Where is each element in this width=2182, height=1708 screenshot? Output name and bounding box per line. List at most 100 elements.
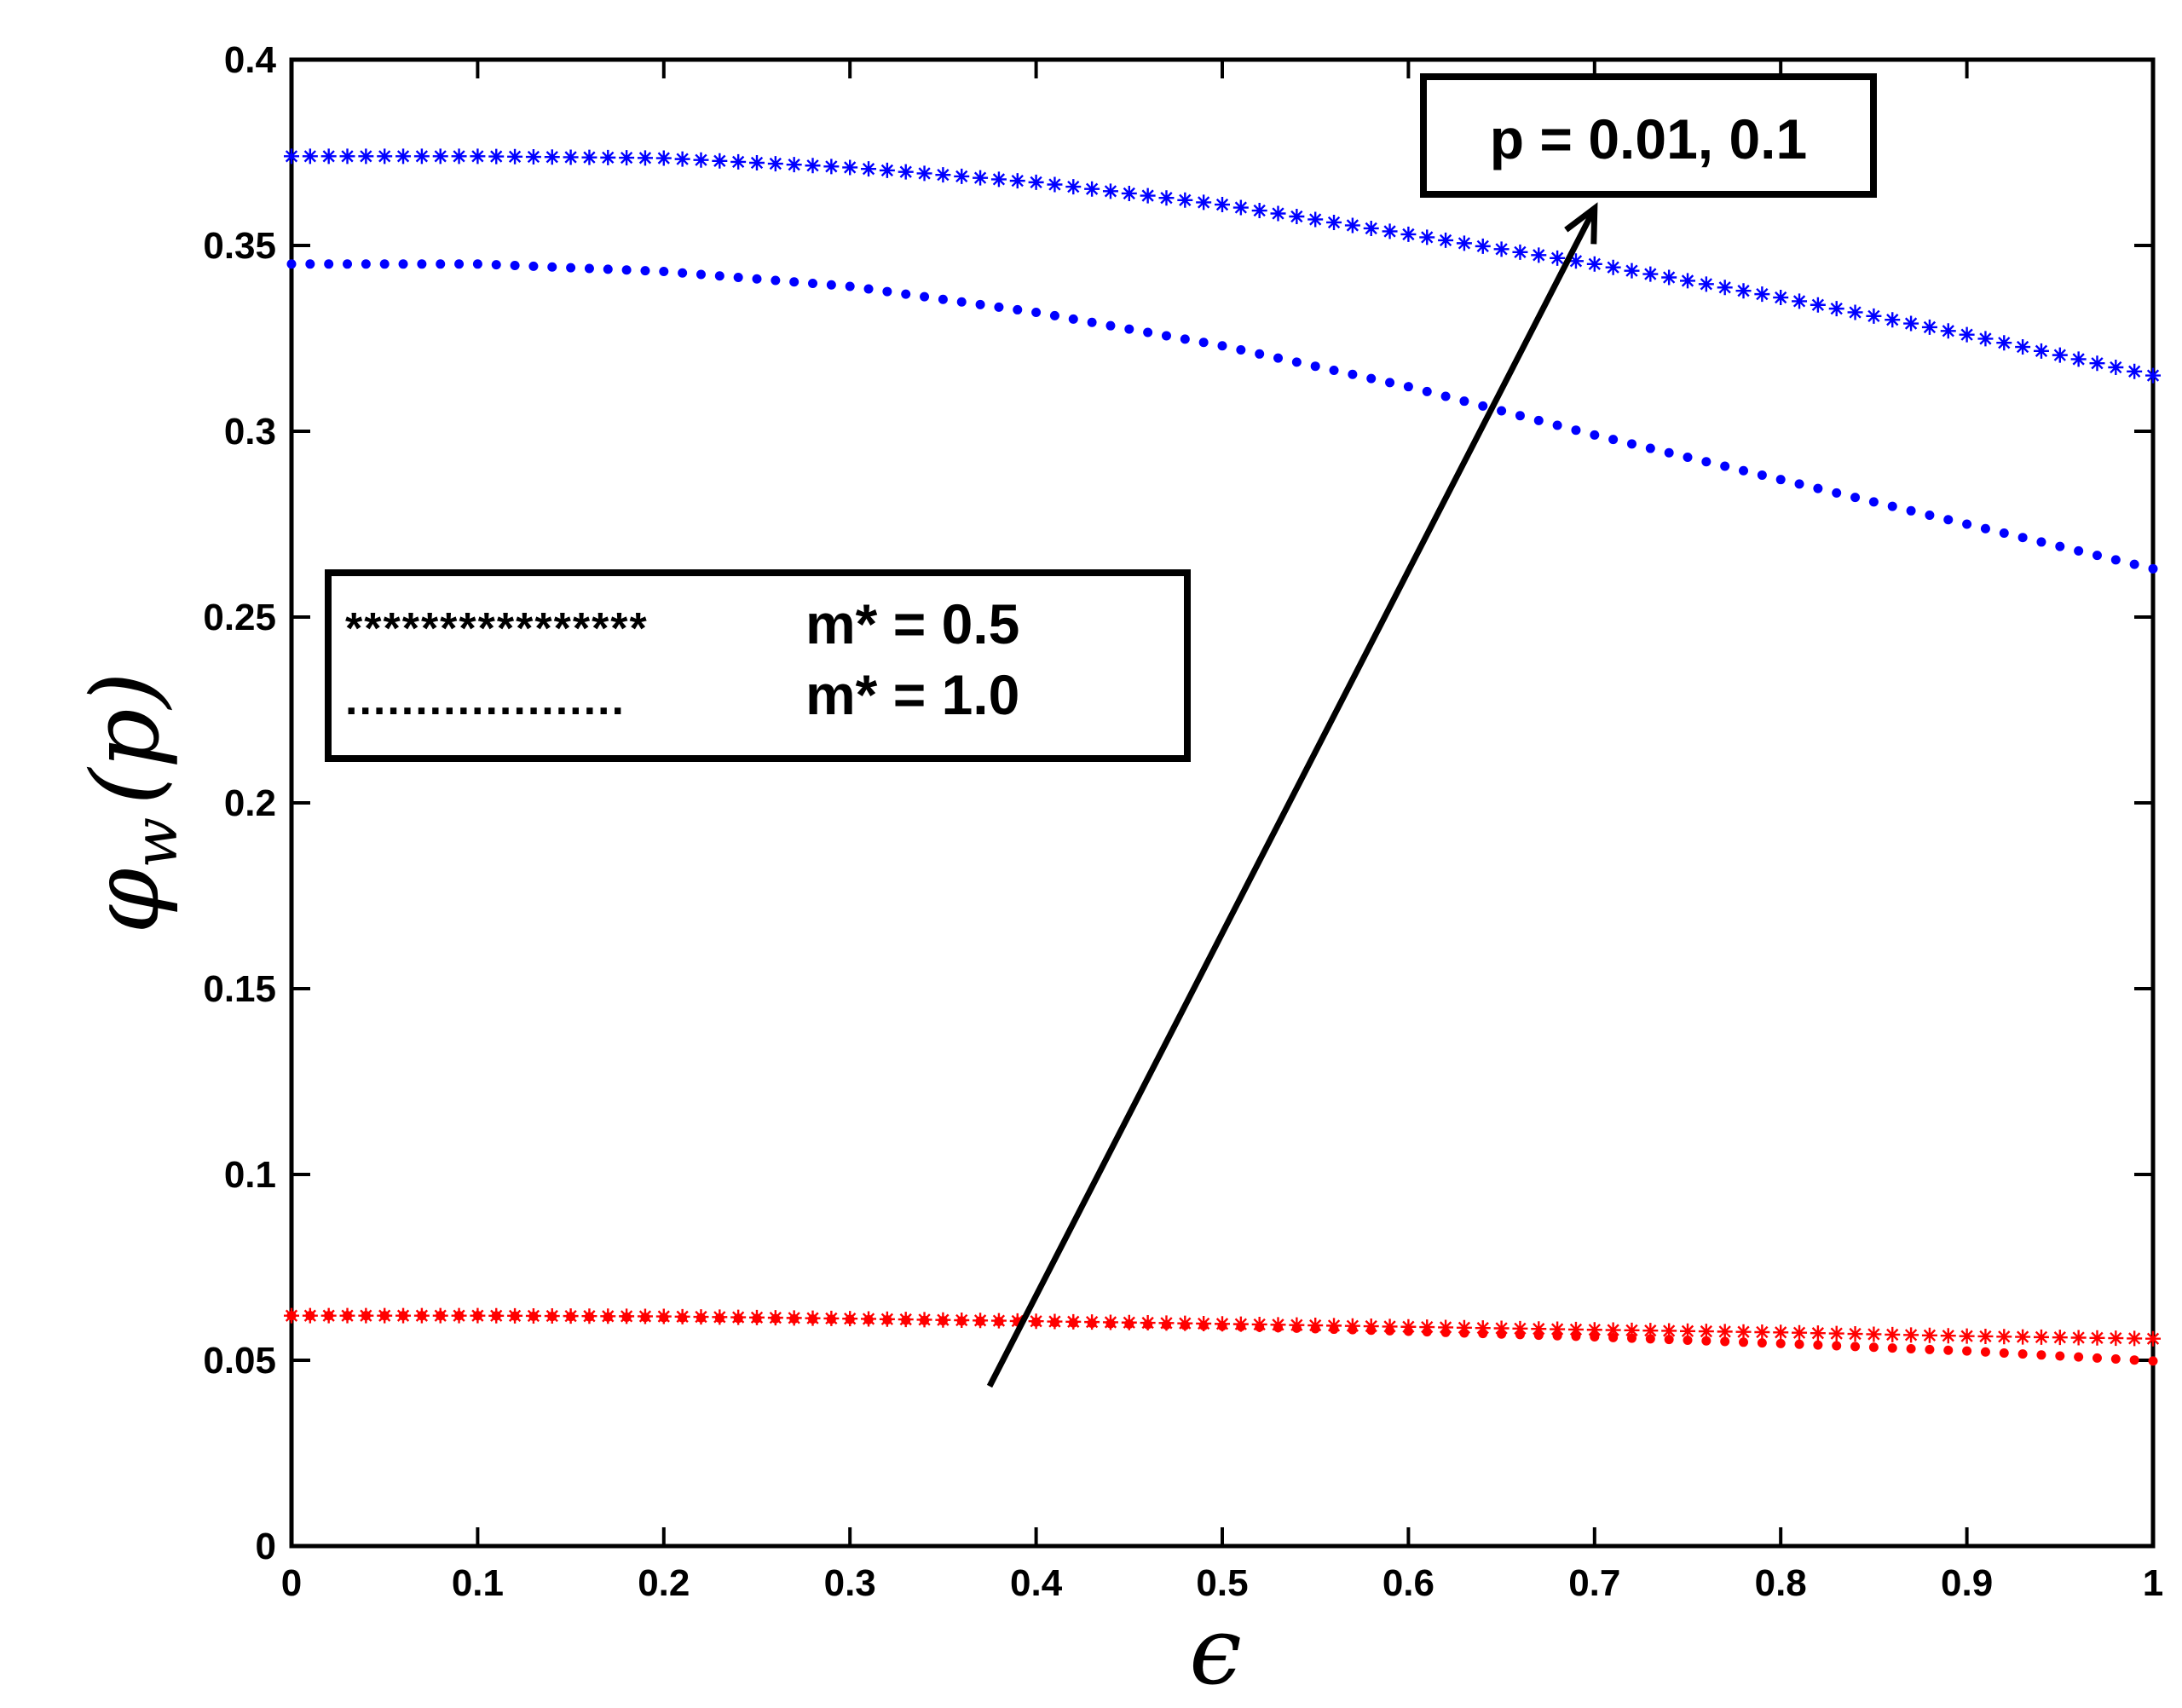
data-point bbox=[1217, 1321, 1227, 1331]
data-point bbox=[1754, 286, 1770, 303]
y-tick-label: 0.05 bbox=[203, 1340, 276, 1382]
data-point bbox=[1605, 259, 1621, 275]
data-point bbox=[1626, 439, 1636, 449]
data-point bbox=[286, 1311, 297, 1321]
data-point bbox=[659, 1313, 669, 1323]
data-point bbox=[752, 1313, 762, 1324]
data-point bbox=[379, 259, 390, 269]
data-point bbox=[1943, 515, 1954, 525]
data-point bbox=[603, 1312, 613, 1322]
data-point bbox=[1850, 493, 1861, 503]
data-point bbox=[1794, 1339, 1804, 1349]
data-point bbox=[1180, 334, 1190, 344]
data-point bbox=[1959, 326, 1975, 343]
data-point bbox=[2052, 347, 2068, 363]
data-point bbox=[2033, 1329, 2049, 1345]
data-point bbox=[1102, 183, 1118, 199]
y-axis-label-arg: (p) bbox=[71, 672, 180, 805]
data-point bbox=[1757, 470, 1767, 480]
data-point bbox=[1478, 1329, 1488, 1339]
data-point bbox=[2055, 541, 2065, 551]
data-point bbox=[1512, 244, 1528, 260]
y-axis-label: φw (p) bbox=[71, 672, 191, 933]
data-point bbox=[1977, 1328, 1994, 1344]
data-point bbox=[1571, 425, 1581, 436]
data-point bbox=[1422, 386, 1432, 396]
series-0 bbox=[284, 148, 2161, 384]
data-point bbox=[1068, 314, 1078, 324]
data-point bbox=[1921, 1327, 1937, 1343]
data-point bbox=[584, 263, 594, 274]
data-point bbox=[1720, 461, 1730, 471]
data-point bbox=[994, 1316, 1004, 1326]
data-point bbox=[1680, 1323, 1695, 1339]
data-point bbox=[525, 149, 541, 165]
data-point bbox=[1065, 179, 1082, 195]
x-tick-label: 0.9 bbox=[1941, 1562, 1993, 1604]
data-point bbox=[2033, 343, 2049, 359]
data-point bbox=[1531, 247, 1547, 263]
data-point bbox=[956, 297, 967, 307]
data-point bbox=[1624, 263, 1640, 279]
data-point bbox=[1232, 199, 1249, 216]
data-point bbox=[1906, 1343, 1916, 1353]
data-point bbox=[1143, 327, 1153, 338]
data-point bbox=[2145, 367, 2161, 384]
data-point bbox=[1255, 1322, 1265, 1332]
data-point bbox=[1403, 1326, 1413, 1336]
legend: **************** m* = 0.5 ..............… bbox=[325, 569, 1191, 762]
x-axis-label: ϵ bbox=[1189, 1596, 1242, 1705]
svg-text:φw(p): φw (p) bbox=[71, 672, 191, 933]
data-point bbox=[1533, 1330, 1544, 1341]
data-point bbox=[1531, 1321, 1547, 1337]
data-point bbox=[305, 259, 315, 269]
data-point bbox=[1828, 301, 1844, 317]
data-point bbox=[1497, 406, 1507, 416]
data-point bbox=[1310, 1324, 1320, 1334]
data-point bbox=[2129, 559, 2139, 569]
data-point bbox=[1456, 1319, 1472, 1336]
data-point bbox=[2055, 1351, 2065, 1361]
data-point bbox=[324, 1311, 334, 1321]
data-point bbox=[2127, 1330, 2143, 1347]
y-tick-label: 0.2 bbox=[224, 782, 276, 824]
data-point bbox=[528, 261, 539, 271]
axis-ticks bbox=[290, 58, 2155, 1548]
data-point bbox=[2017, 1349, 2028, 1359]
data-point bbox=[1661, 1323, 1677, 1339]
data-point bbox=[752, 274, 762, 284]
data-point bbox=[1866, 308, 1882, 324]
data-point bbox=[1832, 488, 1842, 498]
data-point bbox=[879, 162, 895, 178]
x-tick-label: 0.5 bbox=[1196, 1562, 1248, 1604]
data-point bbox=[1456, 235, 1472, 251]
data-point bbox=[1739, 465, 1749, 476]
data-point bbox=[863, 1314, 874, 1324]
data-point bbox=[1124, 1319, 1134, 1329]
data-point bbox=[507, 148, 523, 164]
data-point bbox=[305, 1311, 315, 1321]
data-point bbox=[1385, 378, 1395, 388]
data-point bbox=[901, 289, 911, 299]
data-point bbox=[1605, 1322, 1621, 1338]
annotation-arrow bbox=[986, 206, 1597, 1388]
data-point bbox=[845, 1314, 855, 1324]
x-tick-labels: 0 0.1 0.2 0.3 0.4 0.5 0.6 0.7 0.8 0.9 1 bbox=[281, 1562, 2163, 1604]
data-point bbox=[1567, 1321, 1584, 1337]
data-point bbox=[603, 264, 613, 274]
data-point bbox=[1996, 1329, 2012, 1345]
data-point bbox=[1567, 253, 1584, 269]
y-tick-label: 0.4 bbox=[224, 39, 277, 81]
series-layer bbox=[284, 148, 2161, 1366]
data-point bbox=[2015, 339, 2031, 355]
data-point bbox=[1459, 396, 1469, 407]
data-point bbox=[1419, 1319, 1435, 1336]
data-point bbox=[789, 1313, 799, 1324]
data-point bbox=[1515, 411, 1525, 421]
data-point bbox=[1475, 238, 1491, 254]
data-point bbox=[2089, 355, 2105, 372]
x-tick-label: 0.3 bbox=[824, 1562, 876, 1604]
data-point bbox=[863, 284, 874, 294]
data-point bbox=[1031, 307, 1042, 317]
data-point bbox=[398, 259, 408, 269]
